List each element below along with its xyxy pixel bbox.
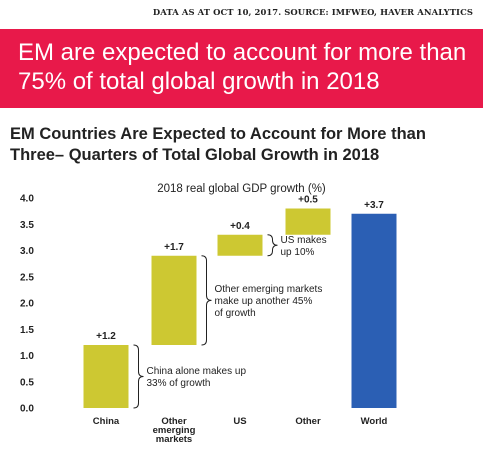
bar [151,255,197,345]
x-tick-label: China [93,416,120,427]
x-tick-label: markets [156,434,192,445]
annotation-text: US makes [281,235,327,246]
bar-value-label: +0.5 [298,195,318,206]
bar-value-label: +0.4 [230,221,250,232]
y-tick-label: 1.0 [20,351,34,362]
source-note: DATA AS AT OCT 10, 2017. SOURCE: IMFWEO,… [152,7,473,17]
bar [351,213,397,408]
y-tick-label: 1.5 [20,325,34,336]
annotation-brace [267,234,278,257]
headline-text: EM are expected to account for more than… [18,39,467,95]
x-tick-label: Other [161,416,187,427]
annotation-text: 33% of growth [147,378,211,389]
y-tick-label: 4.0 [20,194,34,205]
annotation-text: China alone makes up [147,366,247,377]
annotation-brace [201,255,212,346]
annotation-brace [133,344,144,409]
y-tick-label: 0.5 [20,377,34,388]
y-tick-label: 2.0 [20,299,34,310]
annotation-text: up 10% [281,247,315,258]
y-tick-label: 3.0 [20,246,34,257]
chart-subtitle: 2018 real global GDP growth (%) [157,183,326,195]
bar [285,208,331,235]
y-tick-label: 2.5 [20,272,34,283]
bar [83,345,129,408]
chart-title: EM Countries Are Expected to Account for… [10,125,426,164]
x-tick-label: US [233,416,246,427]
bar-value-label: +1.7 [164,242,184,253]
x-tick-label: emerging [153,425,196,436]
bar [217,234,263,256]
annotation-text: make up another 45% [215,296,313,307]
y-tick-label: 3.5 [20,220,34,231]
annotation-text: of growth [215,308,256,319]
x-tick-label: Other [295,416,321,427]
bar-value-label: +3.7 [364,200,384,211]
headline-banner: EM are expected to account for more than… [0,29,483,108]
bar-value-label: +1.2 [96,331,116,342]
annotation-text: Other emerging markets [215,284,323,295]
y-tick-label: 0.0 [20,404,34,415]
x-tick-label: World [361,416,388,427]
